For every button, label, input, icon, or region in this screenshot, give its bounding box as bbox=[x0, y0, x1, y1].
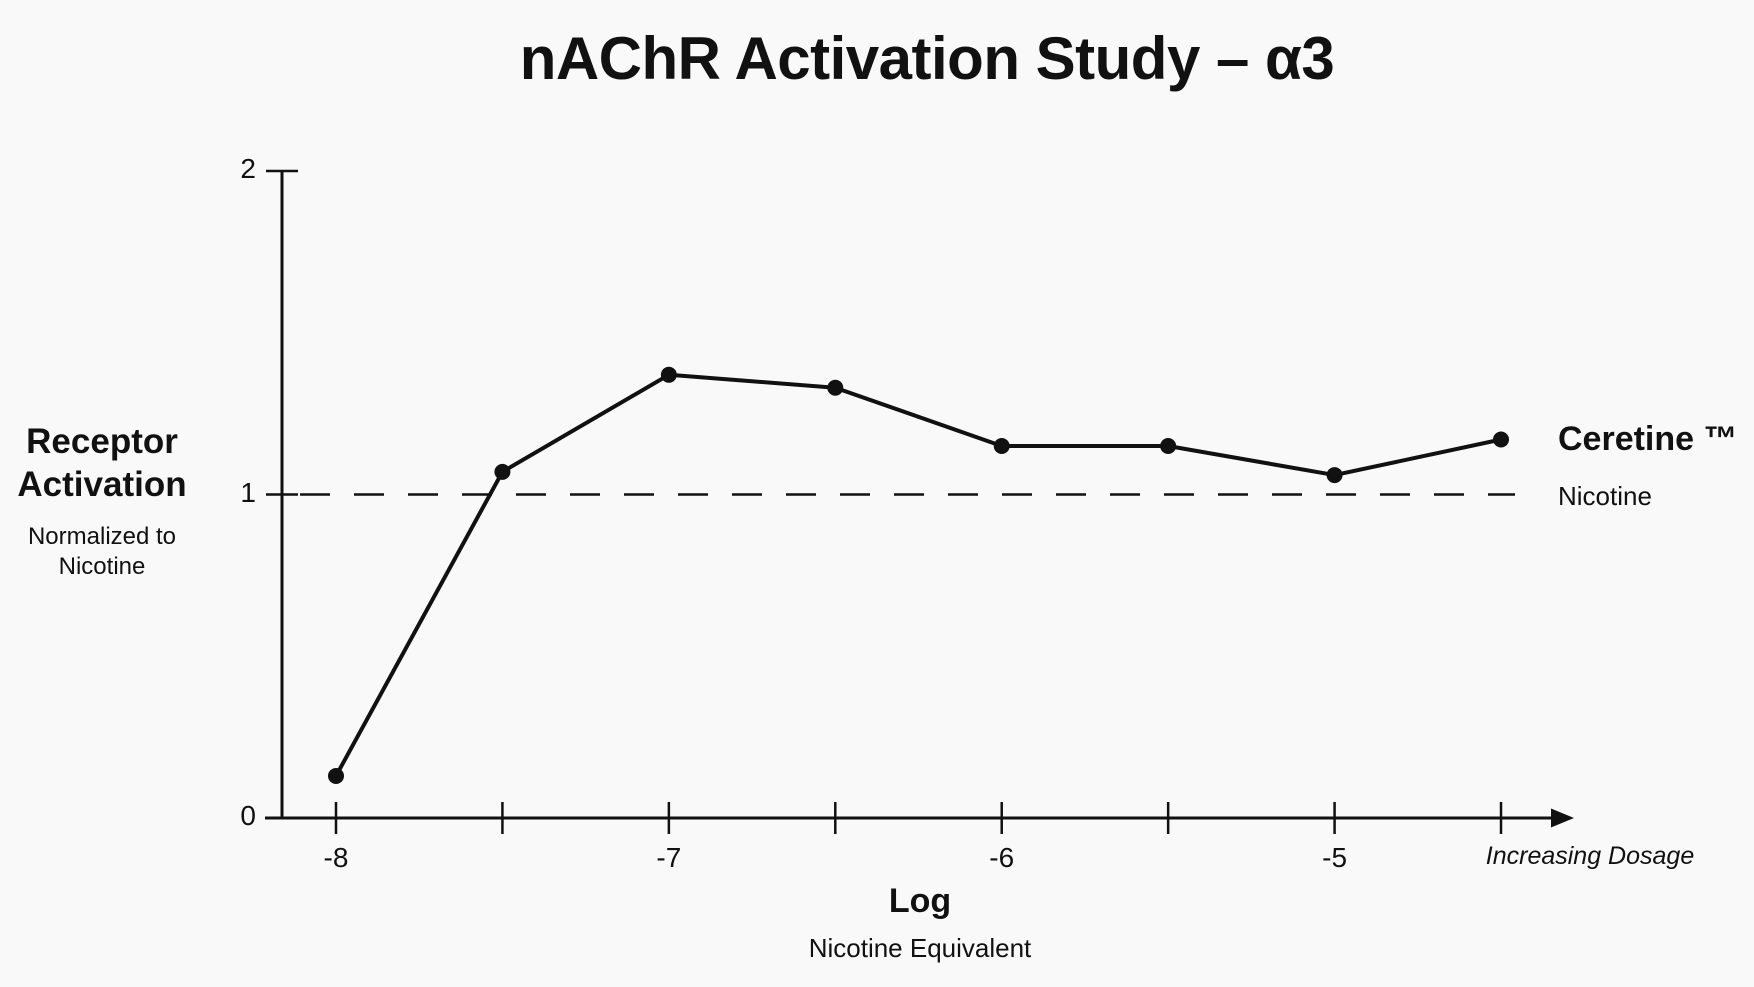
reference-line-label-nicotine: Nicotine bbox=[1558, 481, 1652, 511]
x-axis-label: Log bbox=[888, 882, 952, 920]
data-point bbox=[1160, 437, 1177, 454]
x-tick-label: -6 bbox=[989, 842, 1015, 873]
data-point bbox=[1493, 431, 1510, 448]
data-point bbox=[660, 366, 677, 383]
x-tick-label: -7 bbox=[656, 842, 682, 873]
x-tick-label: -5 bbox=[1322, 842, 1348, 873]
data-point bbox=[328, 767, 344, 784]
y-tick-label: 1 bbox=[240, 476, 256, 508]
data-point bbox=[494, 463, 511, 480]
data-point bbox=[827, 379, 844, 396]
data-point bbox=[993, 437, 1010, 454]
x-axis-sublabel: Nicotine Equivalent bbox=[808, 933, 1032, 963]
y-tick-label: 2 bbox=[240, 153, 256, 184]
chart-title: nAChR Activation Study – α3 bbox=[519, 25, 1335, 92]
series-label-ceretine: Ceretine ™ bbox=[1558, 420, 1738, 458]
data-point bbox=[1326, 467, 1343, 484]
ceretine-data-line bbox=[334, 372, 1504, 778]
x-tick-label: -8 bbox=[323, 842, 349, 873]
x-axis-annotation: Increasing Dosage bbox=[1485, 842, 1695, 870]
x-axis-arrowhead-icon bbox=[1551, 808, 1574, 828]
y-axis-sublabel: Normalized to Nicotine bbox=[27, 523, 177, 581]
y-tick-label: 0 bbox=[240, 800, 256, 831]
y-axis-label: Receptor Activation bbox=[17, 422, 187, 505]
